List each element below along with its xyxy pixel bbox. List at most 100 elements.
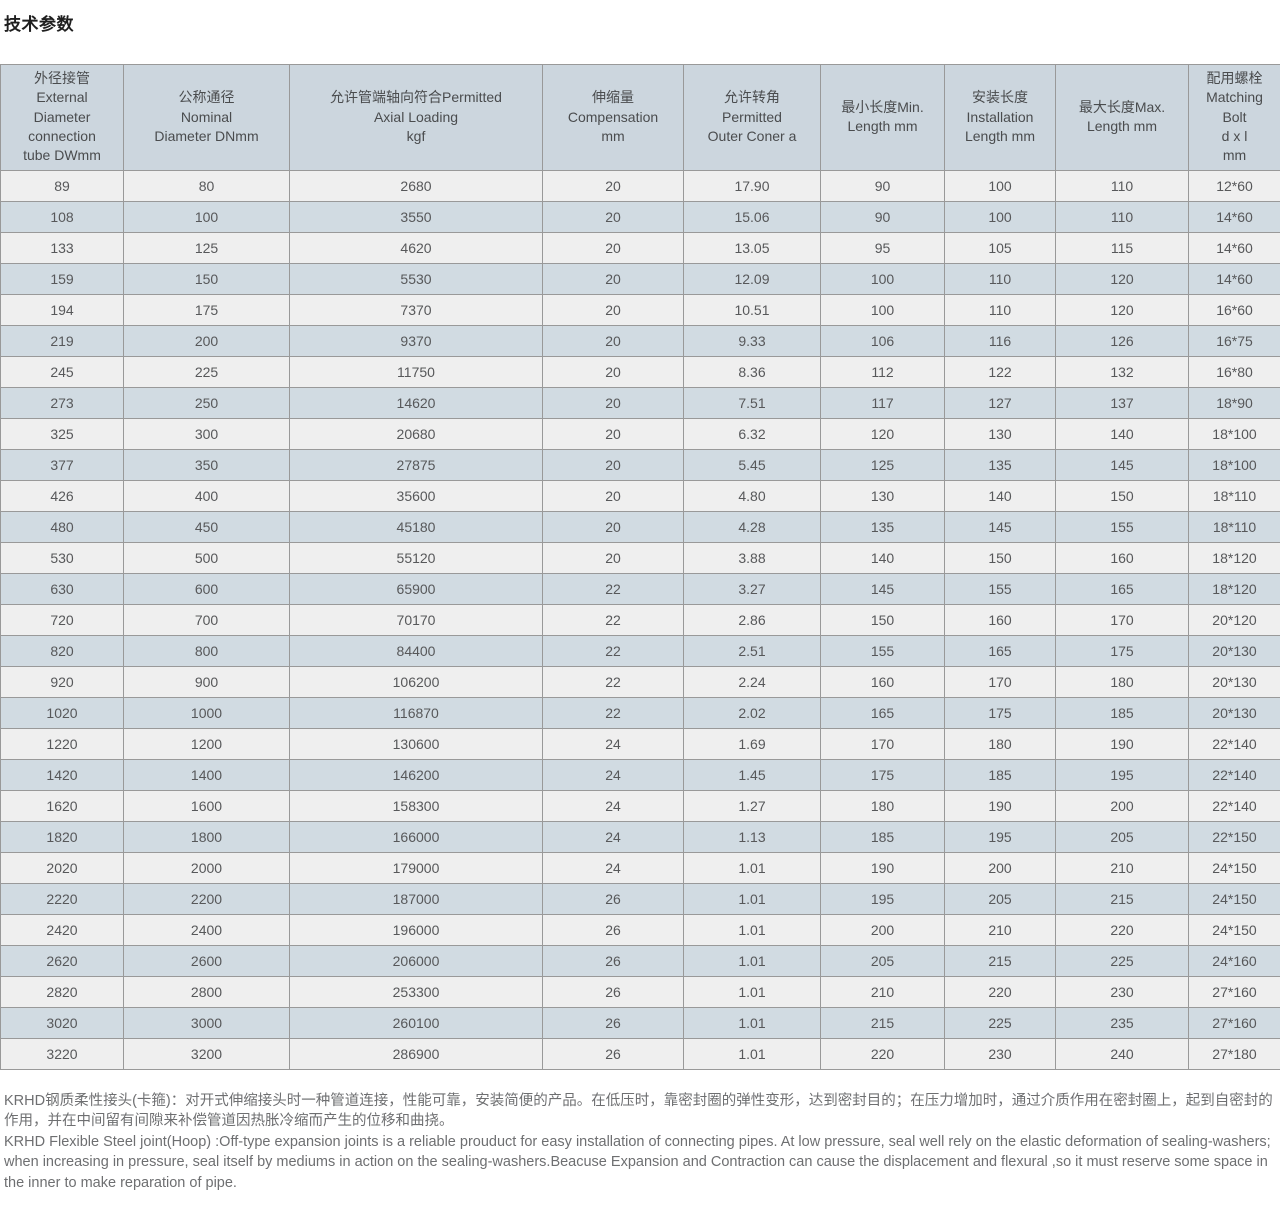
table-cell: 1620: [1, 790, 124, 821]
table-cell: 90: [821, 170, 945, 201]
table-cell: 24: [543, 852, 684, 883]
table-cell: 180: [821, 790, 945, 821]
table-cell: 145: [945, 511, 1056, 542]
table-cell: 158300: [290, 790, 543, 821]
table-cell: 130: [945, 418, 1056, 449]
table-cell: 90: [821, 201, 945, 232]
table-cell: 155: [1056, 511, 1189, 542]
table-cell: 215: [1056, 883, 1189, 914]
table-cell: 1.01: [684, 914, 821, 945]
table-cell: 820: [1, 635, 124, 666]
table-cell: 20: [543, 263, 684, 294]
table-cell: 175: [124, 294, 290, 325]
page-title: 技术参数: [4, 10, 1280, 35]
table-cell: 24*160: [1189, 945, 1280, 976]
table-cell: 145: [1056, 449, 1189, 480]
table-cell: 22*140: [1189, 790, 1280, 821]
table-cell: 106: [821, 325, 945, 356]
table-cell: 195: [945, 821, 1056, 852]
table-cell: 179000: [290, 852, 543, 883]
table-cell: 22*140: [1189, 728, 1280, 759]
table-cell: 3000: [124, 1007, 290, 1038]
table-cell: 4620: [290, 232, 543, 263]
table-cell: 166000: [290, 821, 543, 852]
table-cell: 105: [945, 232, 1056, 263]
table-cell: 2800: [124, 976, 290, 1007]
column-header: 最小长度Min. Length mm: [821, 65, 945, 171]
table-cell: 630: [1, 573, 124, 604]
table-cell: 1.01: [684, 976, 821, 1007]
table-cell: 230: [1056, 976, 1189, 1007]
table-cell: 900: [124, 666, 290, 697]
table-cell: 170: [945, 666, 1056, 697]
table-cell: 16*75: [1189, 325, 1280, 356]
note-chinese: KRHD钢质柔性接头(卡箍)：对开式伸缩接头时一种管道连接，性能可靠，安装简便的…: [4, 1091, 1276, 1132]
table-cell: 3200: [124, 1038, 290, 1069]
table-cell: 225: [945, 1007, 1056, 1038]
table-cell: 22: [543, 666, 684, 697]
table-cell: 132: [1056, 356, 1189, 387]
table-cell: 20: [543, 542, 684, 573]
table-cell: 210: [821, 976, 945, 1007]
table-cell: 350: [124, 449, 290, 480]
table-cell: 155: [945, 573, 1056, 604]
table-cell: 187000: [290, 883, 543, 914]
table-cell: 146200: [290, 759, 543, 790]
table-cell: 20: [543, 170, 684, 201]
table-cell: 200: [1056, 790, 1189, 821]
product-notes: KRHD钢质柔性接头(卡箍)：对开式伸缩接头时一种管道连接，性能可靠，安装简便的…: [4, 1091, 1276, 1194]
table-cell: 190: [1056, 728, 1189, 759]
table-cell: 230: [945, 1038, 1056, 1069]
table-cell: 720: [1, 604, 124, 635]
table-cell: 27*160: [1189, 1007, 1280, 1038]
table-cell: 2.24: [684, 666, 821, 697]
table-cell: 700: [124, 604, 290, 635]
table-cell: 185: [945, 759, 1056, 790]
table-cell: 170: [821, 728, 945, 759]
table-cell: 122: [945, 356, 1056, 387]
table-cell: 4.28: [684, 511, 821, 542]
table-cell: 480: [1, 511, 124, 542]
table-cell: 9.33: [684, 325, 821, 356]
table-cell: 190: [945, 790, 1056, 821]
table-cell: 377: [1, 449, 124, 480]
column-header: 最大长度Max. Length mm: [1056, 65, 1189, 171]
table-cell: 205: [945, 883, 1056, 914]
table-cell: 20: [543, 294, 684, 325]
table-cell: 3020: [1, 1007, 124, 1038]
table-cell: 530: [1, 542, 124, 573]
table-cell: 110: [945, 294, 1056, 325]
table-cell: 260100: [290, 1007, 543, 1038]
table-cell: 20: [543, 418, 684, 449]
table-cell: 400: [124, 480, 290, 511]
table-cell: 70170: [290, 604, 543, 635]
table-cell: 135: [821, 511, 945, 542]
table-cell: 26: [543, 883, 684, 914]
table-cell: 300: [124, 418, 290, 449]
table-cell: 2.02: [684, 697, 821, 728]
table-cell: 426: [1, 480, 124, 511]
table-cell: 150: [945, 542, 1056, 573]
table-cell: 2400: [124, 914, 290, 945]
table-cell: 1200: [124, 728, 290, 759]
table-cell: 20*130: [1189, 697, 1280, 728]
table-cell: 1.45: [684, 759, 821, 790]
table-cell: 116: [945, 325, 1056, 356]
table-cell: 110: [1056, 201, 1189, 232]
table-cell: 24*150: [1189, 914, 1280, 945]
table-cell: 140: [945, 480, 1056, 511]
column-header: 配用螺栓 Matching Bolt d x l mm: [1189, 65, 1280, 171]
table-cell: 18*120: [1189, 573, 1280, 604]
column-header: 公称通径 Nominal Diameter DNmm: [124, 65, 290, 171]
table-cell: 180: [1056, 666, 1189, 697]
